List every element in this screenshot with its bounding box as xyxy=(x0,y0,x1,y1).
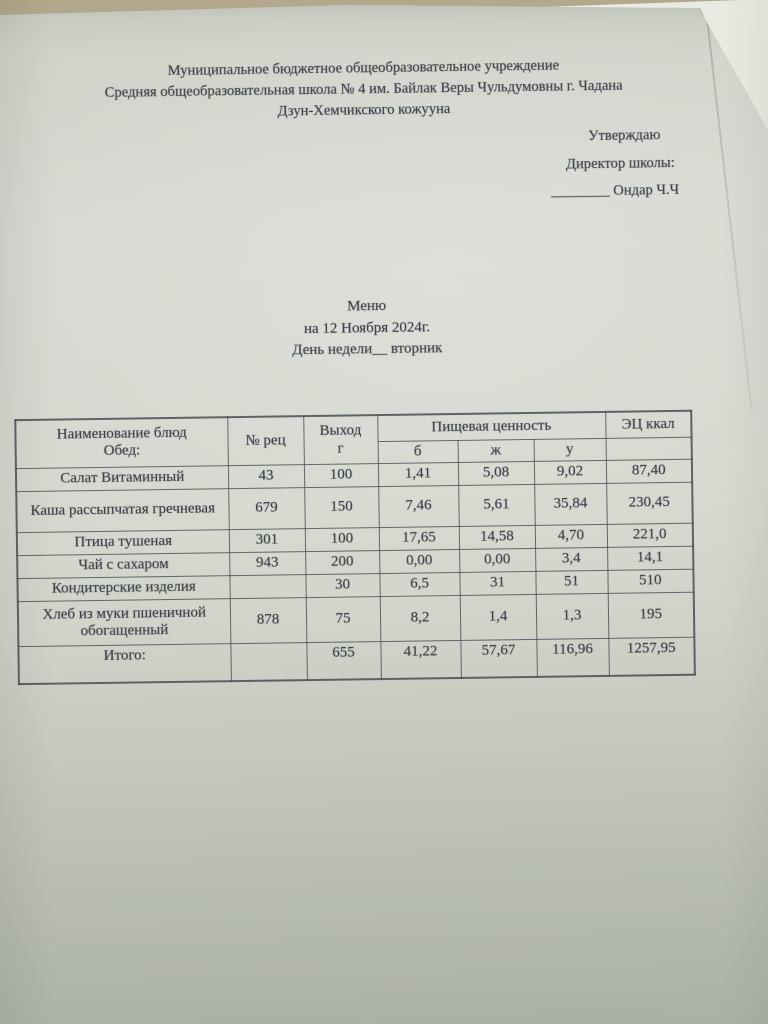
protein-cell: 6,5 xyxy=(379,571,460,597)
col-header-output-label: Выход xyxy=(319,422,362,440)
col-header-carb: у xyxy=(533,437,606,461)
menu-table: Наименование блюд Обед: № рец Выход г Пи… xyxy=(14,409,696,686)
approval-signature-line: ________ Ондар Ч.Ч xyxy=(551,181,680,200)
approval-block: Утверждаю Директор школы: ________ Ондар… xyxy=(436,122,679,208)
carb-cell: 116,96 xyxy=(536,637,609,677)
col-header-output-unit: г xyxy=(337,440,344,457)
col-header-meal-label: Обед: xyxy=(103,442,141,460)
recipe-cell xyxy=(229,574,306,599)
fat-cell: 5,61 xyxy=(458,483,535,526)
energy-cell: 230,45 xyxy=(606,481,693,524)
energy-cell: 1257,95 xyxy=(608,636,695,676)
dish-name-cell: Кондитерские изделия xyxy=(17,575,230,602)
carb-cell: 4,70 xyxy=(534,523,608,548)
table-total-row: Итого: 655 41,22 57,67 116,96 1257,95 xyxy=(18,636,695,685)
output-cell: 150 xyxy=(304,486,379,529)
recipe-cell xyxy=(230,642,307,682)
output-cell: 75 xyxy=(305,596,381,643)
dish-name-cell: Салат Витаминный xyxy=(15,465,229,492)
protein-cell: 1,41 xyxy=(377,461,459,487)
output-cell: 100 xyxy=(303,463,379,488)
fat-cell: 5,08 xyxy=(457,460,535,485)
col-header-protein: б xyxy=(377,439,458,464)
output-cell: 200 xyxy=(305,550,380,575)
col-header-dish: Наименование блюд Обед: xyxy=(15,417,228,469)
fat-cell: 14,58 xyxy=(458,524,536,549)
energy-cell: 195 xyxy=(607,591,695,638)
energy-cell: 221,0 xyxy=(606,522,694,547)
fat-cell: 57,67 xyxy=(460,638,537,678)
approval-director: Директор школы: xyxy=(565,154,675,172)
recipe-cell: 679 xyxy=(228,487,305,530)
output-cell: 100 xyxy=(304,527,380,552)
protein-cell: 0,00 xyxy=(379,548,460,574)
energy-cell: 14,1 xyxy=(607,545,694,570)
dish-name-cell: Птица тушеная xyxy=(16,529,230,556)
recipe-cell: 943 xyxy=(229,551,306,576)
paper-top-shadow xyxy=(0,5,768,60)
recipe-cell: 301 xyxy=(228,528,306,553)
menu-title-block: Меню на 12 Ноября 2024г. День недели__ в… xyxy=(27,291,708,365)
col-header-energy-empty xyxy=(605,436,692,460)
total-label-cell: Итого: xyxy=(18,643,231,685)
col-header-energy: ЭЦ ккал xyxy=(605,410,692,438)
col-header-nutrition: Пищевая ценность xyxy=(377,411,606,442)
carb-cell: 51 xyxy=(535,569,608,594)
dish-name-cell: Чай с сахаром xyxy=(17,552,230,579)
output-cell: 30 xyxy=(305,573,380,598)
carb-cell: 9,02 xyxy=(533,459,607,484)
fat-cell: 1,4 xyxy=(459,593,537,640)
output-cell: 655 xyxy=(306,641,381,681)
carb-cell: 3,4 xyxy=(535,546,608,571)
energy-cell: 87,40 xyxy=(605,458,693,483)
col-header-recipe: № рец xyxy=(227,416,304,466)
recipe-cell: 878 xyxy=(229,597,307,644)
recipe-cell: 43 xyxy=(227,464,305,489)
carb-cell: 35,84 xyxy=(534,482,607,525)
dish-name-cell: Каша рассыпчатая гречневая xyxy=(16,488,229,533)
fat-cell: 0,00 xyxy=(459,547,536,572)
col-header-output: Выход г xyxy=(303,415,378,465)
approval-word: Утверждаю xyxy=(588,127,661,145)
protein-cell: 8,2 xyxy=(379,594,461,642)
protein-cell: 7,46 xyxy=(378,484,459,528)
protein-cell: 41,22 xyxy=(380,639,461,680)
col-header-fat: ж xyxy=(457,438,534,462)
dish-name-cell: Хлеб из муки пшеничной обогащенный xyxy=(17,598,231,647)
fat-cell: 31 xyxy=(459,570,536,595)
carb-cell: 1,3 xyxy=(535,592,609,639)
protein-cell: 17,65 xyxy=(378,525,460,551)
energy-cell: 510 xyxy=(607,568,694,593)
org-header: Муниципальное бюджетное общеобразователь… xyxy=(23,54,704,126)
